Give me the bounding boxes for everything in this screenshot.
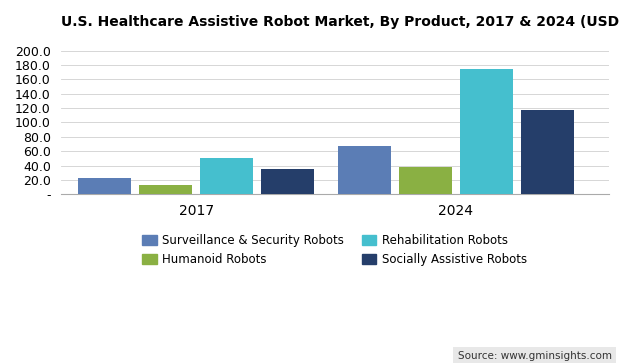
- Text: U.S. Healthcare Assistive Robot Market, By Product, 2017 & 2024 (USD Million): U.S. Healthcare Assistive Robot Market, …: [61, 15, 624, 29]
- Bar: [139, 185, 192, 194]
- Bar: [520, 110, 573, 194]
- Bar: [399, 167, 452, 194]
- Bar: [460, 69, 513, 194]
- Text: Source: www.gminsights.com: Source: www.gminsights.com: [457, 351, 612, 361]
- Legend: Surveillance & Security Robots, Humanoid Robots, Rehabilitation Robots, Socially: Surveillance & Security Robots, Humanoid…: [142, 234, 527, 266]
- Bar: [261, 169, 314, 194]
- Bar: [78, 179, 131, 194]
- Bar: [338, 146, 391, 194]
- Bar: [200, 158, 253, 194]
